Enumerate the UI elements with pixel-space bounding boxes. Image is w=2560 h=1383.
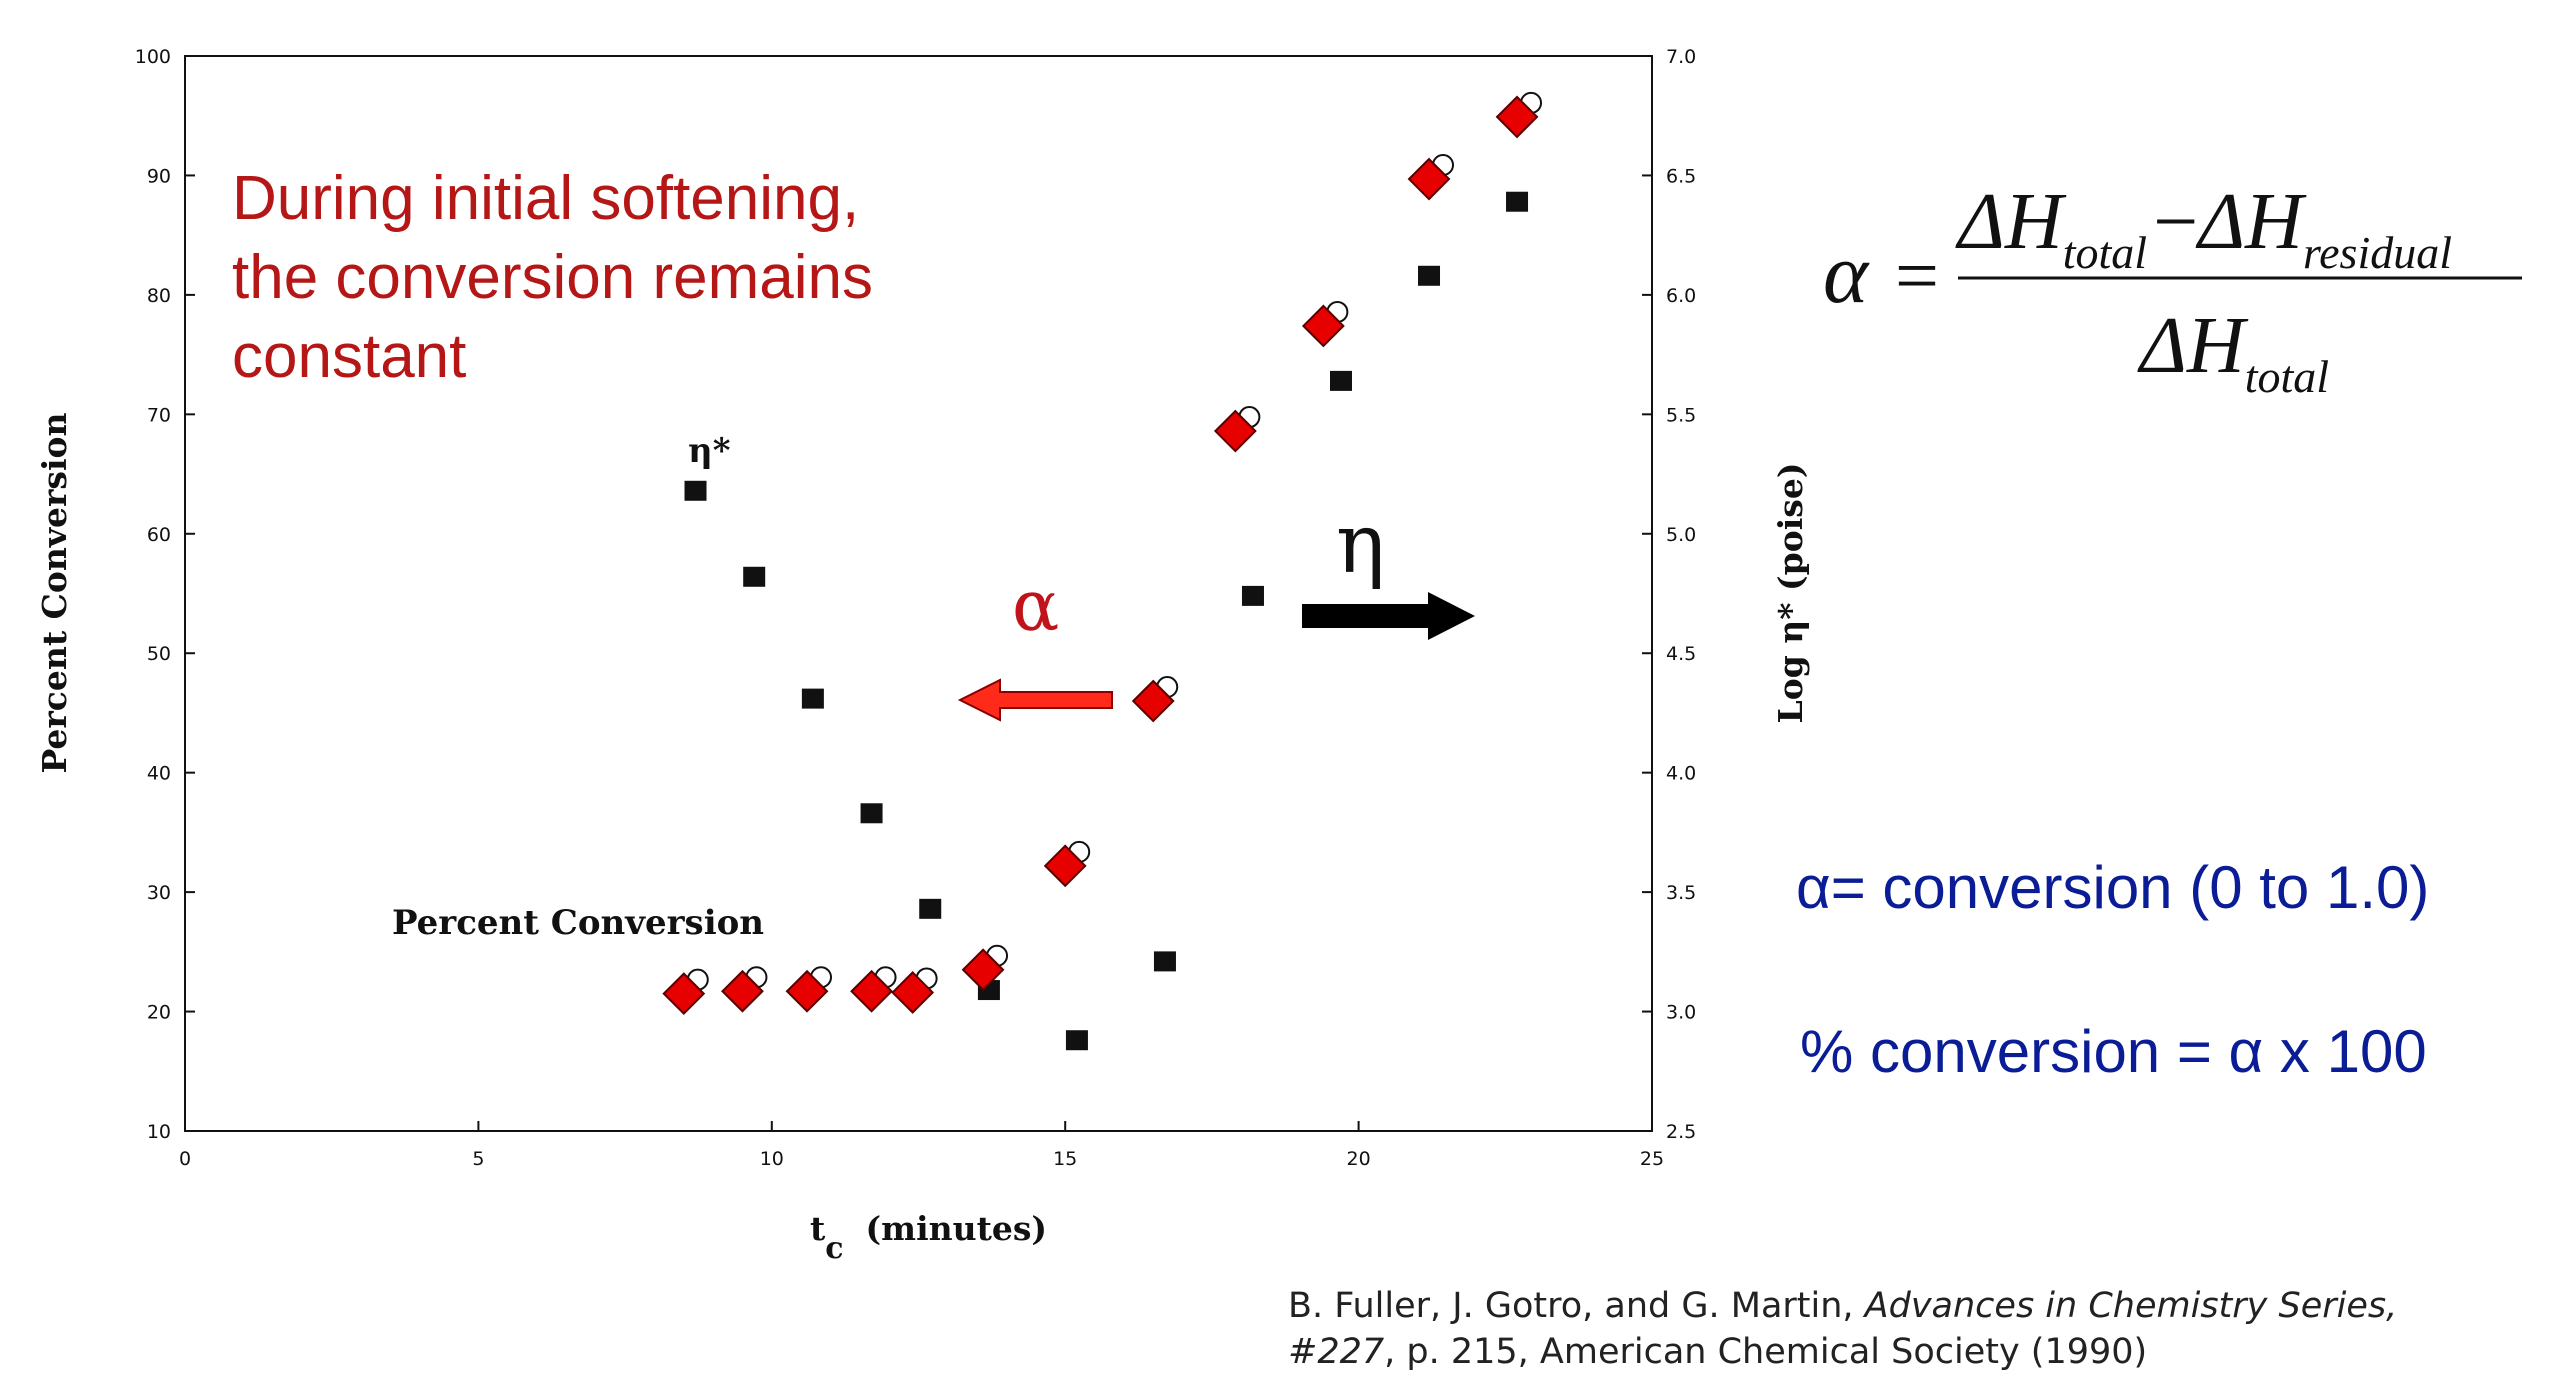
y-right-tick-label: 2.5 [1666,1121,1696,1143]
conversion-point [1301,304,1345,348]
conversion-series-label: Percent Conversion [392,903,764,943]
conversion-point [785,969,829,1013]
y-right-tick-label: 3.0 [1666,1002,1696,1024]
conversion-point [891,971,935,1014]
conversion-point [1131,679,1175,723]
y-right-tick-label: 4.5 [1666,643,1696,665]
y-right-tick-label: 5.0 [1666,524,1696,546]
y-left-tick-label: 100 [135,46,171,68]
svg-text:α: α [1823,225,1870,321]
conversion-point [721,969,764,1013]
citation-authors: B. Fuller, J. Gotro, and G. Martin, [1288,1286,1865,1326]
x-tick-label: 10 [760,1148,784,1170]
alpha-arrow-icon [957,678,1113,722]
x-tick-label: 15 [1053,1148,1077,1170]
axis-tick-labels: 0 5 10 15 20 25 10 20 30 40 50 60 70 80 90 100 2.5 3.0 3.5… [135,46,1696,1170]
eta-point [1241,585,1264,606]
conversion-point [961,948,1005,992]
softening-annotation: During initial softening, the conversion… [232,164,890,391]
y-axis-right-title: Log η* (poise) [1771,463,1810,724]
y-left-tick-label: 30 [147,882,171,904]
eta-arrow-label: η [1336,497,1385,592]
y-left-tick-label: 20 [147,1002,171,1024]
y-axis-left-title: Percent Conversion [35,412,74,773]
eta-point [684,480,707,501]
citation-rest: , p. 215, American Chemical Society (199… [1384,1332,2148,1372]
y-left-tick-label: 70 [147,404,171,426]
eta-arrow-icon [1302,592,1475,640]
percent-definition: % conversion = α x 100 [1800,1018,2427,1085]
y-right-tick-label: 5.5 [1666,404,1696,426]
eta-series-label: η* [688,431,731,471]
eta-markers [684,191,1529,1051]
x-axis-title: tc(minutes) [810,1209,1047,1266]
alpha-definition: α= conversion (0 to 1.0) [1796,854,2429,921]
conversion-point [1213,409,1257,453]
y-right-tick-label: 6.0 [1666,285,1696,307]
svg-text:ΔHtotal: ΔHtotal [2137,302,2329,402]
svg-text:ΔHtotal−ΔHresidual: ΔHtotal−ΔHresidual [1955,178,2452,278]
plot-frame [184,55,1653,1132]
y-left-tick-label: 80 [147,285,171,307]
y-right-tick-label: 4.0 [1666,763,1696,785]
citation-series: Advances in Chemistry Series, [1864,1286,2398,1326]
eta-point [860,803,883,824]
conversion-point [1407,157,1451,201]
x-tick-label: 25 [1640,1148,1664,1170]
eta-point [1418,265,1441,286]
eta-point [1506,191,1529,212]
x-tick-label: 5 [472,1148,484,1170]
eta-point [919,898,942,919]
conversion-point [662,972,706,1016]
conversion-formula: α = ΔHtotal−ΔHresidual ΔHtotal [1823,178,2522,402]
y-left-tick-label: 50 [147,643,171,665]
y-left-tick-label: 10 [147,1121,171,1143]
eta-point [801,688,824,709]
eta-point [1153,951,1176,972]
y-left-tick-label: 90 [147,165,171,187]
axis-ticks [184,55,1653,1132]
alpha-arrow-label: α [1012,565,1059,647]
y-right-tick-label: 7.0 [1666,46,1696,68]
conversion-point [1495,95,1539,139]
x-tick-label: 20 [1347,1148,1371,1170]
y-left-tick-label: 40 [147,763,171,785]
eta-point [1065,1030,1088,1051]
svg-text:=: = [1890,232,1943,319]
y-right-tick-label: 3.5 [1666,882,1696,904]
conversion-point [1043,844,1087,888]
y-right-tick-label: 6.5 [1666,165,1696,187]
citation: B. Fuller, J. Gotro, and G. Martin, Adva… [1288,1283,2538,1375]
conversion-markers [662,91,1543,1016]
x-tick-label: 0 [179,1148,191,1170]
eta-point [1329,370,1352,391]
conversion-point [850,969,893,1013]
eta-point [743,566,766,587]
y-left-tick-label: 60 [147,524,171,546]
citation-number: #227 [1288,1332,1385,1372]
